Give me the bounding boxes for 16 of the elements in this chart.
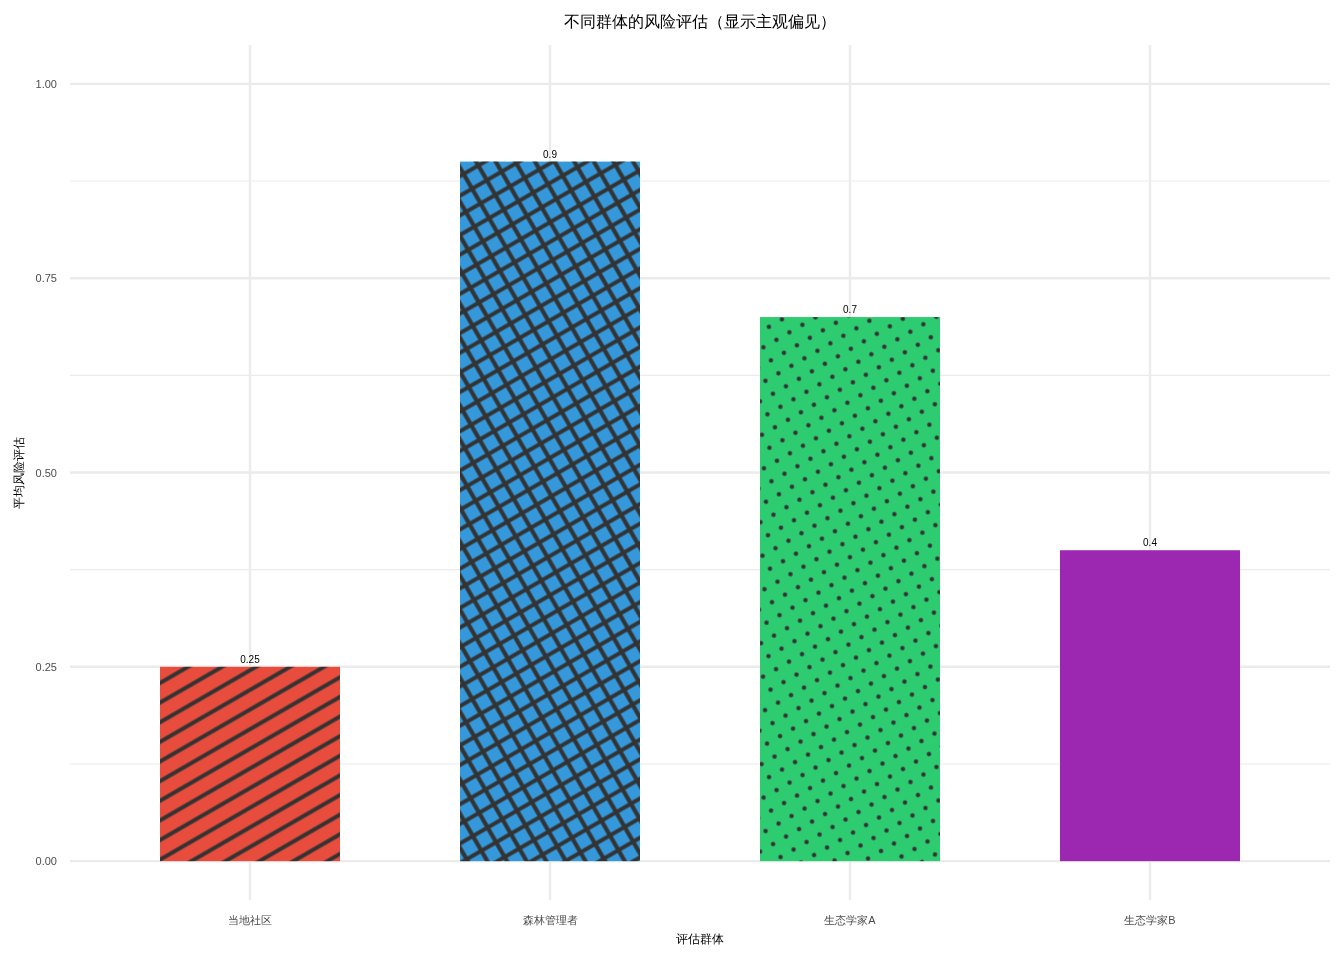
data-label: 0.9 xyxy=(543,148,558,160)
x-tick-label: 森林管理者 xyxy=(522,914,578,926)
y-tick-label: 0.00 xyxy=(35,855,57,868)
data-label: 0.25 xyxy=(240,653,261,665)
y-tick-label: 1.00 xyxy=(35,77,57,90)
data-label: 0.7 xyxy=(843,304,858,316)
chart-title: 不同群体的风险评估（显示主观偏见） xyxy=(564,13,836,30)
x-tick-label: 生态学家A xyxy=(824,914,877,926)
y-tick-label: 0.75 xyxy=(35,272,57,285)
y-tick-label: 0.25 xyxy=(35,660,57,673)
data-label: 0.4 xyxy=(1143,537,1158,549)
y-tick-label: 0.50 xyxy=(35,466,57,479)
x-axis-title: 评估群体 xyxy=(676,932,724,946)
x-tick-label: 生态学家B xyxy=(1124,914,1176,926)
y-axis-title: 平均风险评估 xyxy=(12,436,26,509)
x-tick-label: 当地社区 xyxy=(228,914,272,926)
